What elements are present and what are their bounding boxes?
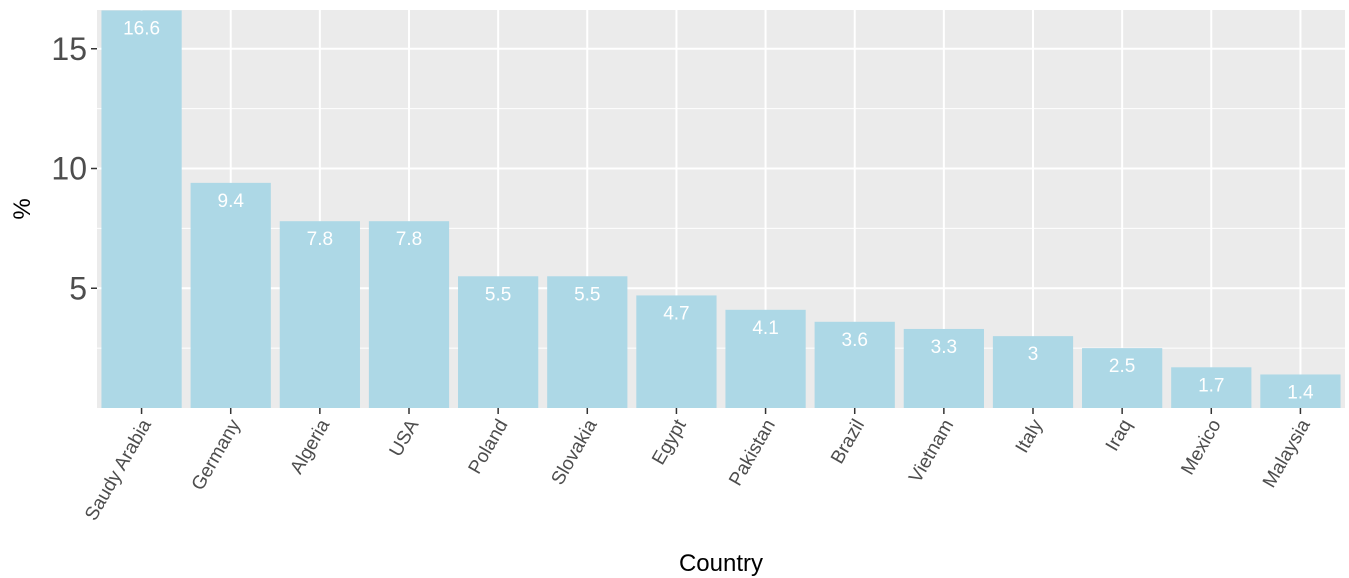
x-axis-title: Country xyxy=(679,550,763,577)
bar-value-label: 3.6 xyxy=(842,330,868,351)
bar-value-label: 2.5 xyxy=(1109,356,1135,377)
bar-value-label: 9.4 xyxy=(218,191,245,212)
bar-value-label: 5.5 xyxy=(574,284,600,305)
x-tick-label: Vietnam xyxy=(905,416,958,487)
bar-value-label: 1.4 xyxy=(1287,382,1314,403)
x-tick-label: Italy xyxy=(1012,416,1048,457)
x-tick-label: Iraq xyxy=(1102,416,1137,455)
bar xyxy=(725,309,806,408)
bar-value-label: 7.8 xyxy=(396,229,422,250)
bar xyxy=(458,276,539,408)
y-axis-title: % xyxy=(9,198,36,219)
bars xyxy=(101,10,1341,409)
bar-value-label: 16.6 xyxy=(123,18,160,39)
bar-value-label: 3.3 xyxy=(931,337,957,358)
x-tick-label: USA xyxy=(386,416,424,461)
bar xyxy=(368,221,450,408)
x-tick-label: Slovakia xyxy=(548,416,602,489)
bar-value-label: 3 xyxy=(1028,344,1039,365)
bar xyxy=(992,336,1074,408)
bar-labels: 16.6 9.4 7.8 7.8 5.5 5.5 4.7 4.1 3.6 3.3 3 2.5 1.7 1.… xyxy=(123,18,1314,403)
bar xyxy=(636,295,717,408)
bar xyxy=(1082,348,1163,408)
y-axis: 5 10 15 xyxy=(51,31,97,306)
x-axis: Saudy Arabia Germany Algeria USA Poland Slova… xyxy=(81,408,1315,524)
y-tick-label: 10 xyxy=(51,151,87,187)
x-tick-label: Brazil xyxy=(827,416,869,468)
bar xyxy=(903,328,984,408)
y-tick-label: 5 xyxy=(69,270,87,306)
x-tick-label: Germany xyxy=(188,416,246,495)
x-tick-label: Malaysia xyxy=(1259,416,1315,492)
x-tick-label: Algeria xyxy=(286,416,334,478)
x-tick-label: Mexico xyxy=(1177,416,1225,479)
bar xyxy=(547,276,628,408)
bar xyxy=(1260,374,1341,408)
bar-value-label: 4.1 xyxy=(752,318,778,339)
bar xyxy=(279,221,360,408)
bar xyxy=(101,10,182,409)
x-tick-label: Saudy Arabia xyxy=(81,416,156,525)
y-tick-label: 15 xyxy=(51,31,87,67)
bar xyxy=(1171,367,1252,408)
bar xyxy=(190,182,271,408)
bar-value-label: 4.7 xyxy=(663,303,689,324)
x-tick-label: Egypt xyxy=(648,415,691,468)
bar-value-label: 1.7 xyxy=(1198,375,1224,396)
bar-value-label: 7.8 xyxy=(307,229,333,250)
x-tick-label: Pakistan xyxy=(725,416,780,490)
x-tick-label: Poland xyxy=(465,416,513,478)
bar-value-label: 5.5 xyxy=(485,284,511,305)
bar xyxy=(814,321,895,408)
